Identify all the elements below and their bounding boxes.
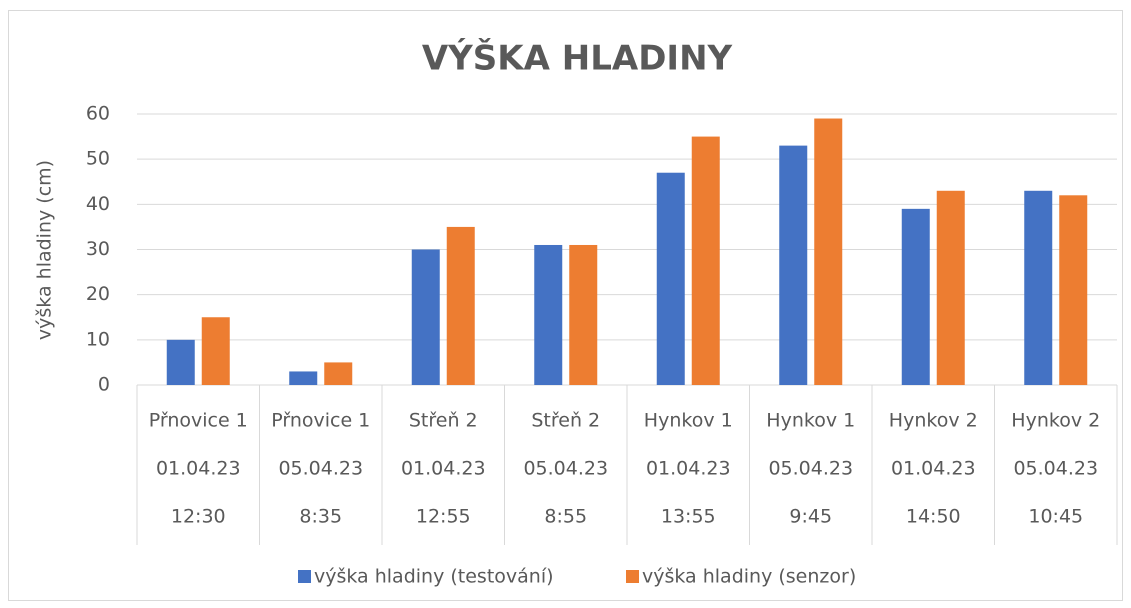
bar xyxy=(936,190,965,385)
bar xyxy=(691,136,720,385)
x-tick-label: 9:45 xyxy=(789,506,832,528)
bar xyxy=(289,371,318,385)
x-tick-label: Hynkov 2 xyxy=(1011,410,1100,432)
y-tick-label: 30 xyxy=(86,238,110,260)
x-tick-label: Hynkov 2 xyxy=(889,410,978,432)
x-tick-label: 8:55 xyxy=(544,506,587,528)
y-tick-label: 10 xyxy=(86,328,110,350)
x-tick-label: 01.04.23 xyxy=(646,458,731,480)
bar xyxy=(779,145,808,385)
x-tick-label: 10:45 xyxy=(1028,506,1083,528)
legend-swatch xyxy=(298,570,311,583)
x-tick-label: 05.04.23 xyxy=(1013,458,1098,480)
x-tick-label: 05.04.23 xyxy=(768,458,853,480)
legend-label: výška hladiny (senzor) xyxy=(642,566,856,588)
bar xyxy=(1024,190,1053,385)
x-tick-label: Hynkov 1 xyxy=(644,410,733,432)
x-tick-label: 01.04.23 xyxy=(891,458,976,480)
x-tick-label: 13:55 xyxy=(661,506,716,528)
x-tick-label: 12:30 xyxy=(171,506,226,528)
y-axis-label: výška hladiny (cm) xyxy=(34,160,56,340)
x-tick-label: 01.04.23 xyxy=(156,458,241,480)
legend-swatch xyxy=(626,570,639,583)
x-tick-label: Přnovice 1 xyxy=(271,410,370,432)
x-tick-label: 05.04.23 xyxy=(278,458,363,480)
x-tick-label: Střeň 2 xyxy=(531,410,600,432)
x-tick-label: Přnovice 1 xyxy=(149,410,248,432)
bar xyxy=(446,226,475,385)
bar xyxy=(166,339,195,385)
x-tick-label: 01.04.23 xyxy=(401,458,486,480)
bar xyxy=(1059,195,1088,385)
x-tick-label: 05.04.23 xyxy=(523,458,608,480)
x-tick-label: 14:50 xyxy=(906,506,961,528)
bar xyxy=(656,172,685,385)
y-tick-label: 40 xyxy=(86,193,110,215)
legend-label: výška hladiny (testování) xyxy=(314,566,554,588)
y-tick-label: 0 xyxy=(98,374,110,396)
bar xyxy=(411,249,440,385)
chart-title: VÝŠKA HLADINY xyxy=(422,38,733,79)
x-tick-label: Střeň 2 xyxy=(409,410,478,432)
y-tick-label: 20 xyxy=(86,283,110,305)
bar xyxy=(324,362,353,385)
x-tick-label: Hynkov 1 xyxy=(766,410,855,432)
x-tick-label: 12:55 xyxy=(416,506,471,528)
bar xyxy=(814,118,843,386)
bar xyxy=(534,244,563,385)
y-tick-label: 60 xyxy=(86,103,110,125)
bar xyxy=(569,244,598,385)
y-tick-label: 50 xyxy=(86,148,110,170)
bar xyxy=(201,317,230,385)
x-tick-label: 8:35 xyxy=(299,506,342,528)
bar xyxy=(901,208,930,385)
